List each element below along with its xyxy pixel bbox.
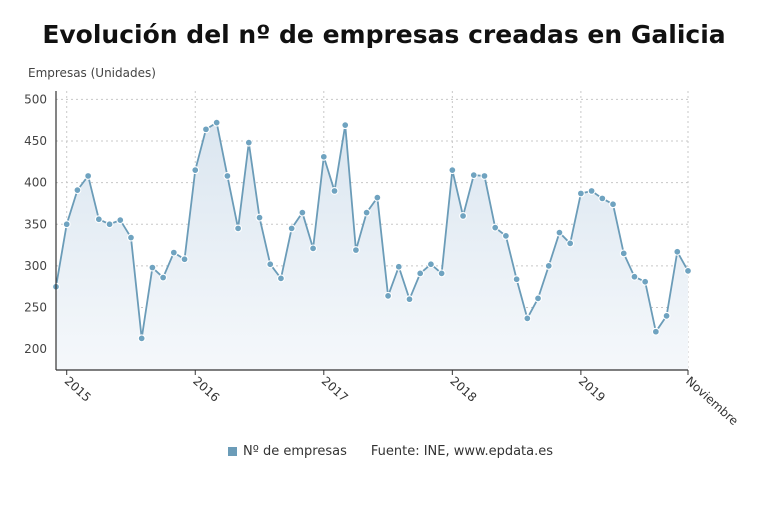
data-point [309,244,318,253]
y-tick-label: 250 [24,301,47,315]
data-point [501,231,510,240]
data-point [287,224,296,233]
data-point [630,272,639,281]
x-tick-label: 2017 [319,374,351,405]
data-point [202,125,210,134]
data-point [298,208,307,217]
data-point [394,262,403,271]
data-point [159,273,168,282]
data-point [587,186,596,195]
data-point [105,220,114,229]
legend-series-label: Nº de empresas [243,444,347,459]
data-point [566,239,575,248]
y-tick-label: 350 [24,217,47,231]
data-point [651,327,660,336]
data-point [127,233,135,242]
data-point [555,228,564,237]
y-axis-label: Empresas (Unidades) [28,66,156,80]
data-point [137,334,146,343]
data-point [116,216,125,225]
data-point [169,248,178,257]
data-point [255,213,264,222]
data-point [319,152,328,161]
data-point [416,269,425,278]
data-point [459,211,467,220]
data-point [684,266,692,275]
x-tick-label: Noviembre [683,374,741,428]
data-point [94,215,103,224]
data-point [426,260,435,269]
data-point [598,194,607,203]
data-point [148,263,157,272]
y-tick-label: 200 [24,342,47,356]
data-point [212,118,221,127]
data-point [491,223,500,232]
data-point [384,291,393,300]
y-tick-label: 400 [24,176,47,190]
data-point [362,208,371,217]
data-point [405,295,414,304]
series-area [56,122,688,371]
data-point [373,193,382,202]
data-point [234,224,243,233]
legend-swatch [228,447,237,456]
data-point [73,186,82,195]
data-point [341,121,350,130]
x-tick-label: 2018 [447,374,479,405]
data-point [448,166,457,175]
data-point [62,220,71,229]
x-tick-label: 2015 [62,374,94,405]
data-point [266,260,275,269]
data-point [351,246,360,255]
data-point [673,247,682,256]
data-point [277,274,285,283]
data-point [191,166,200,175]
x-tick-label: 2019 [576,374,608,405]
data-point [641,277,650,286]
data-point [662,311,671,320]
chart-title: Evolución del nº de empresas creadas en … [42,20,726,49]
data-point [480,172,489,180]
legend: Nº de empresas Fuente: INE, www.epdata.e… [228,444,553,459]
y-tick-label: 450 [24,134,47,148]
data-point [619,249,628,258]
x-tick-label: 2016 [190,374,222,405]
data-point [576,189,585,198]
data-point [180,255,189,264]
y-tick-label: 300 [24,259,47,273]
data-point [523,314,532,323]
data-point [544,261,553,270]
y-tick-label: 500 [24,92,47,106]
data-point [223,172,232,180]
data-point [534,294,542,303]
data-point [512,275,521,284]
data-point [609,200,617,209]
source-text: Fuente: INE, www.epdata.es [370,444,554,459]
data-point [330,186,339,195]
data-point [437,269,446,278]
data-point [469,171,478,180]
data-point [84,172,93,180]
data-point [244,138,253,147]
